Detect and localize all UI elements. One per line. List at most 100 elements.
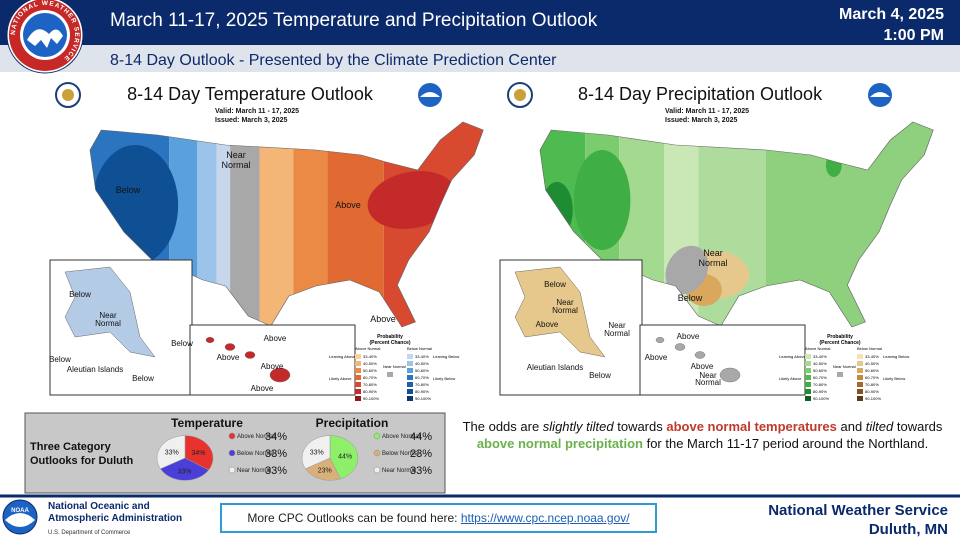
outlook-band <box>259 122 294 327</box>
legend-range: 40-50% <box>415 361 429 366</box>
map-label: Below <box>171 339 193 348</box>
map-label: Above <box>536 320 559 329</box>
legend-swatch <box>407 382 413 387</box>
legend-title: Probability <box>827 334 853 340</box>
nws-logo: NATIONAL WEATHER SERVICE <box>6 0 84 74</box>
legend-side: Leaning Below <box>433 354 459 359</box>
legend-swatch <box>857 361 863 366</box>
legend-range: 60-70% <box>363 375 377 380</box>
noaa-dept: U.S. Department of Commerce <box>48 530 131 536</box>
outlook-core <box>665 245 709 295</box>
pie-label: 33% <box>178 468 192 475</box>
legend-dot <box>228 466 236 474</box>
header-bar <box>0 0 960 45</box>
outlook-band <box>293 122 328 327</box>
outlook-core <box>825 153 842 177</box>
legend-label: Below Normal <box>382 451 419 457</box>
legend-label: Near Normal <box>237 468 271 474</box>
legend-range: 60-70% <box>813 375 827 380</box>
outlook-core <box>573 150 631 250</box>
text: towards <box>613 419 667 434</box>
legend-head: Below Normal <box>857 346 882 351</box>
legend-range: 80-90% <box>415 389 429 394</box>
hawaii-island <box>674 343 686 351</box>
noaa-logo: NOAA <box>2 499 38 535</box>
legend-value: 33% <box>410 465 432 477</box>
legend-swatch <box>805 389 811 394</box>
map-issued: Issued: March 3, 2025 <box>665 117 737 124</box>
map-label: Below <box>49 355 71 364</box>
legend-range: 90-100% <box>415 396 431 401</box>
legend-range: 70-80% <box>363 382 377 387</box>
legend-label: Below Normal <box>237 451 274 457</box>
pie-slice <box>329 435 359 480</box>
map-valid: Valid: March 11 - 17, 2025 <box>665 108 749 115</box>
legend-swatch <box>407 389 413 394</box>
hawaii-island <box>719 367 741 383</box>
legend-side: Likely Below <box>883 376 905 381</box>
map-label: Below <box>589 371 611 380</box>
legend-range: 80-90% <box>865 389 879 394</box>
map-label: Near <box>556 298 574 307</box>
legend-swatch <box>805 368 811 373</box>
legend-head: Above Normal <box>805 346 830 351</box>
outlook-band <box>197 122 217 327</box>
pie-slice <box>305 457 341 481</box>
pie-label: 33% <box>165 450 179 457</box>
text: tilted <box>865 419 894 434</box>
map-label: Normal <box>698 258 727 268</box>
legend-swatch <box>355 354 361 359</box>
map-label: Above <box>217 353 240 362</box>
legend-swatch <box>857 375 863 380</box>
legend: Probability(Percent Chance)Above Normal B… <box>329 334 459 401</box>
seal <box>507 82 533 108</box>
link[interactable]: https://www.cpc.ncep.noaa.gov/ <box>460 511 630 525</box>
map-title: 8-14 Day Temperature Outlook <box>127 84 374 104</box>
hawaii-island <box>694 351 706 359</box>
legend-side: Likely Above <box>779 376 802 381</box>
outlook-band <box>664 122 699 327</box>
legend-range: 33-40% <box>813 354 827 359</box>
legend-label: Near Normal <box>382 468 416 474</box>
legend-range: 70-80% <box>415 382 429 387</box>
outlook-core <box>92 145 179 265</box>
summary: The odds are slightly tilted towards abo… <box>455 418 950 452</box>
map-label: Below <box>116 185 141 195</box>
map-label: Aleutian Islands <box>527 363 583 372</box>
pie-title: Temperature <box>171 416 243 430</box>
map-issued: Issued: March 3, 2025 <box>215 117 287 124</box>
legend-swatch <box>857 368 863 373</box>
map-labels: Below Near Normal Above Above Below Near… <box>49 150 396 393</box>
pie-slice <box>156 435 186 470</box>
alaska <box>514 266 606 358</box>
header-title: March 11-17, 2025 Temperature and Precip… <box>110 10 598 31</box>
map-label: Near <box>226 150 246 160</box>
text: above normal precipitation <box>476 436 643 451</box>
legend-value: 44% <box>410 431 432 443</box>
legend-range: 50-60% <box>813 368 827 373</box>
map-label: Near <box>703 248 723 258</box>
legend-swatch <box>805 382 811 387</box>
map-title: 8-14 Day Precipitation Outlook <box>578 84 823 104</box>
text: slightly tilted <box>542 419 614 434</box>
map-label: Above <box>645 353 668 362</box>
map-label: Near <box>99 311 117 320</box>
legend-swatch <box>805 361 811 366</box>
text: towards <box>893 419 943 434</box>
map-label: Above <box>677 332 700 341</box>
noaa-name-wrap: National Oceanic and Atmospheric Adminis… <box>48 501 182 524</box>
duluth-title-wrap: Three Category Outlooks for Duluth <box>30 441 133 467</box>
map-label: Below <box>69 290 91 299</box>
map-labels: Near Normal Below Below Near Normal Abov… <box>527 248 728 387</box>
legend-side: Near Normal <box>833 364 856 369</box>
legend-swatch <box>857 354 863 359</box>
map-label: Near <box>608 321 626 330</box>
outlook-band <box>216 122 231 327</box>
legend-range: 33-40% <box>415 354 429 359</box>
legend-range: 60-70% <box>415 375 429 380</box>
legend-swatch <box>355 361 361 366</box>
location: Duluth, MN <box>869 521 948 538</box>
text: The odds are <box>462 419 543 434</box>
map-valid: Valid: March 11 - 17, 2025 <box>215 108 299 115</box>
